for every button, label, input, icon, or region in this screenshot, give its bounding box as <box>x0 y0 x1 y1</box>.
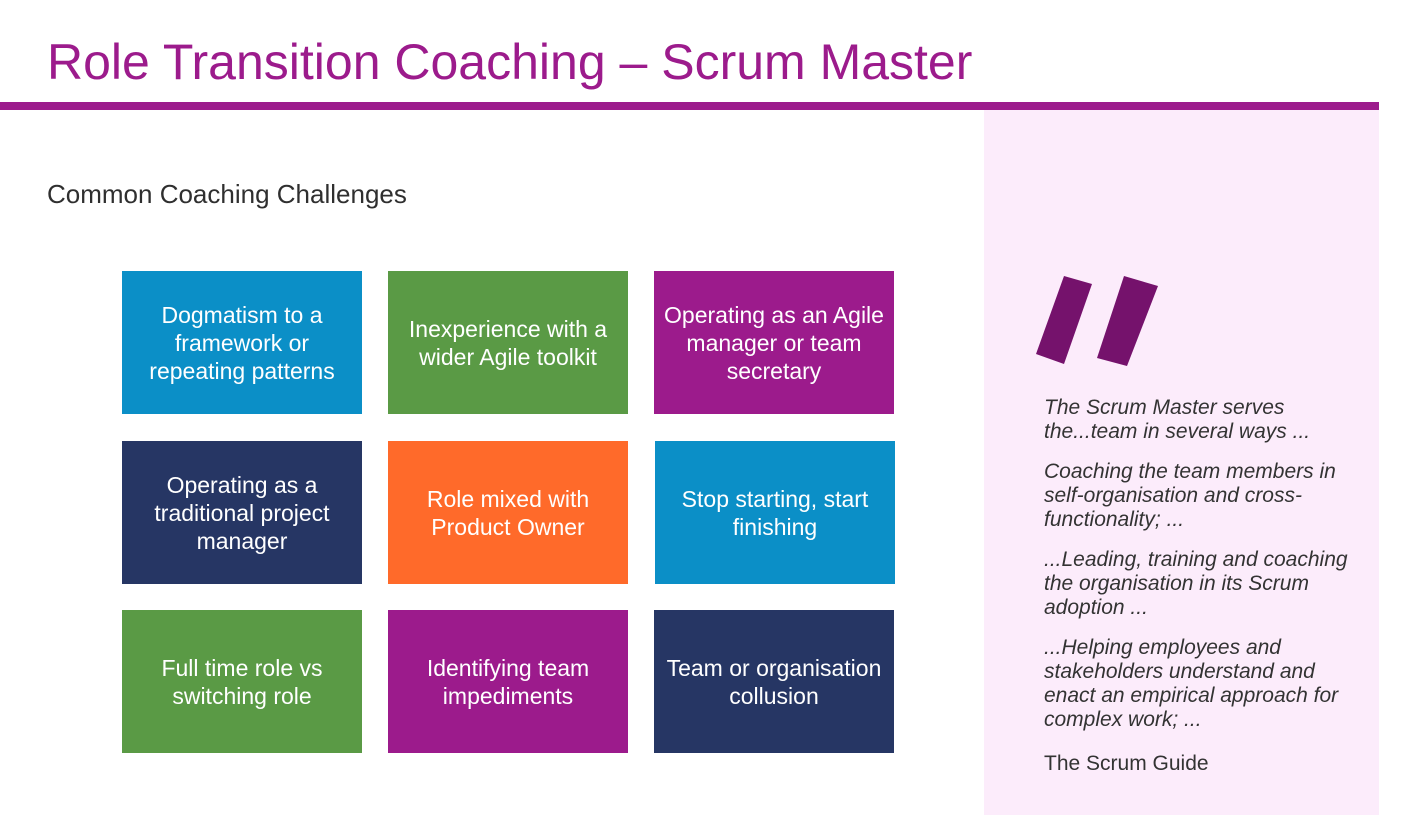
quote-paragraph: The Scrum Master serves the...team in se… <box>1044 396 1311 443</box>
quote-mark-icon <box>1036 276 1158 366</box>
section-subtitle: Common Coaching Challenges <box>47 179 407 209</box>
challenge-tile: Identifying team impediments <box>388 610 628 753</box>
challenge-label: Operating as an Agile manager or team se… <box>664 301 884 384</box>
title-divider <box>0 102 1379 110</box>
challenge-tile: Operating as an Agile manager or team se… <box>654 271 894 414</box>
challenge-label: Role mixed with Product Owner <box>426 485 590 540</box>
challenge-tile: Full time role vs switching role <box>122 610 362 753</box>
challenge-tile: Team or organisation collusion <box>654 610 894 753</box>
challenge-label: Full time role vs switching role <box>161 654 323 709</box>
quote-panel <box>984 110 1379 815</box>
quote-paragraph: ...Leading, training and coaching the or… <box>1044 548 1348 619</box>
challenge-label: Team or organisation collusion <box>666 654 882 709</box>
slide-title: Role Transition Coaching – Scrum Master <box>47 34 973 90</box>
challenge-label: Inexperience with a wider Agile toolkit <box>408 315 608 370</box>
challenge-label: Identifying team impediments <box>426 654 590 709</box>
challenge-tile: Dogmatism to a framework or repeating pa… <box>122 271 362 414</box>
challenge-tile: Stop starting, start finishing <box>655 441 895 584</box>
quote-paragraph: ...Helping employees and stakeholders un… <box>1044 636 1339 731</box>
quote-paragraph: Coaching the team members in self-organi… <box>1044 460 1336 531</box>
challenge-tile: Role mixed with Product Owner <box>388 441 628 584</box>
quote-text: The Scrum Master serves the...team in se… <box>1044 396 1364 748</box>
challenge-tile: Operating as a traditional project manag… <box>122 441 362 584</box>
challenge-label: Stop starting, start finishing <box>681 485 869 540</box>
challenge-label: Dogmatism to a framework or repeating pa… <box>149 301 335 384</box>
quote-source: The Scrum Guide <box>1044 752 1209 775</box>
challenge-tile: Inexperience with a wider Agile toolkit <box>388 271 628 414</box>
challenge-label: Operating as a traditional project manag… <box>154 471 330 554</box>
